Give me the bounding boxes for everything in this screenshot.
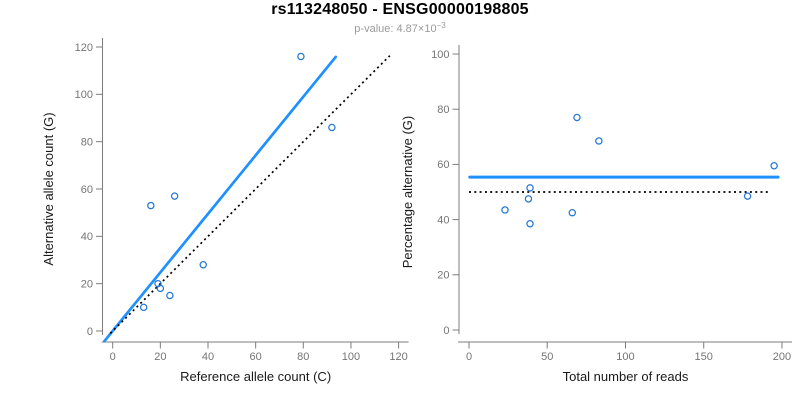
y-tick-label: 20 [81, 278, 93, 290]
y-tick-label: 20 [437, 270, 449, 282]
y-tick-label: 0 [443, 325, 449, 337]
x-tick-label: 200 [773, 351, 791, 363]
x-tick-label: 100 [342, 351, 360, 363]
figure-subtitle: p-value: 4.87×10−3 [0, 21, 800, 35]
x-tick-label: 60 [250, 351, 262, 363]
y-axis-title: Alternative allele count (G) [41, 112, 56, 265]
right-plot: 0 20 40 60 80 100 0 50 100 150 200 Total number of … [400, 45, 792, 384]
y-tick-label: 80 [81, 136, 93, 148]
x-tick-label: 100 [616, 351, 634, 363]
y-tick-label: 60 [81, 184, 93, 196]
pvalue-text: p-value: 4.87×10 [354, 23, 437, 35]
data-point [524, 195, 533, 203]
data-point [501, 206, 509, 214]
x-tick-label: 40 [202, 351, 214, 363]
x-axis-title: Reference allele count (C) [180, 369, 331, 384]
y-axis-title: Percentage alternative (G) [400, 116, 415, 268]
left-plot: 0 20 40 60 80 100 120 0 20 40 60 80 100 120 Reference … [41, 37, 409, 384]
pvalue-exponent: −3 [436, 21, 446, 30]
identity-line [109, 55, 391, 334]
y-tick-label: 60 [437, 159, 449, 171]
data-point [526, 220, 534, 228]
data-point [568, 208, 577, 217]
y-tick-label: 100 [75, 89, 93, 101]
data-point [139, 303, 148, 312]
x-tick-label: 50 [541, 351, 553, 363]
y-tick-label: 40 [437, 214, 449, 226]
y-tick-label: 40 [81, 231, 93, 243]
data-point [770, 162, 778, 170]
data-point [328, 123, 336, 132]
x-axis-title: Total number of reads [563, 369, 689, 384]
y-tick-label: 120 [75, 42, 93, 54]
data-point [147, 201, 155, 210]
y-tick-label: 100 [431, 49, 449, 61]
data-point [743, 192, 752, 200]
x-tick-label: 20 [154, 351, 166, 363]
x-tick-label: 150 [695, 351, 713, 363]
fit-line [103, 55, 338, 343]
data-point [170, 192, 179, 200]
x-tick-label: 120 [389, 351, 407, 363]
data-point [573, 113, 581, 122]
data-point [199, 261, 207, 269]
data-point [297, 52, 305, 61]
x-tick-label: 0 [110, 351, 116, 363]
data-point [526, 184, 534, 192]
data-point [595, 137, 603, 145]
y-tick-label: 0 [87, 326, 93, 338]
y-tick-label: 80 [437, 104, 449, 116]
figure-title: rs113248050 - ENSG00000198805 [271, 1, 529, 18]
data-point [156, 284, 165, 293]
x-tick-label: 0 [466, 351, 472, 363]
data-point [166, 291, 174, 300]
x-tick-label: 80 [297, 351, 309, 363]
